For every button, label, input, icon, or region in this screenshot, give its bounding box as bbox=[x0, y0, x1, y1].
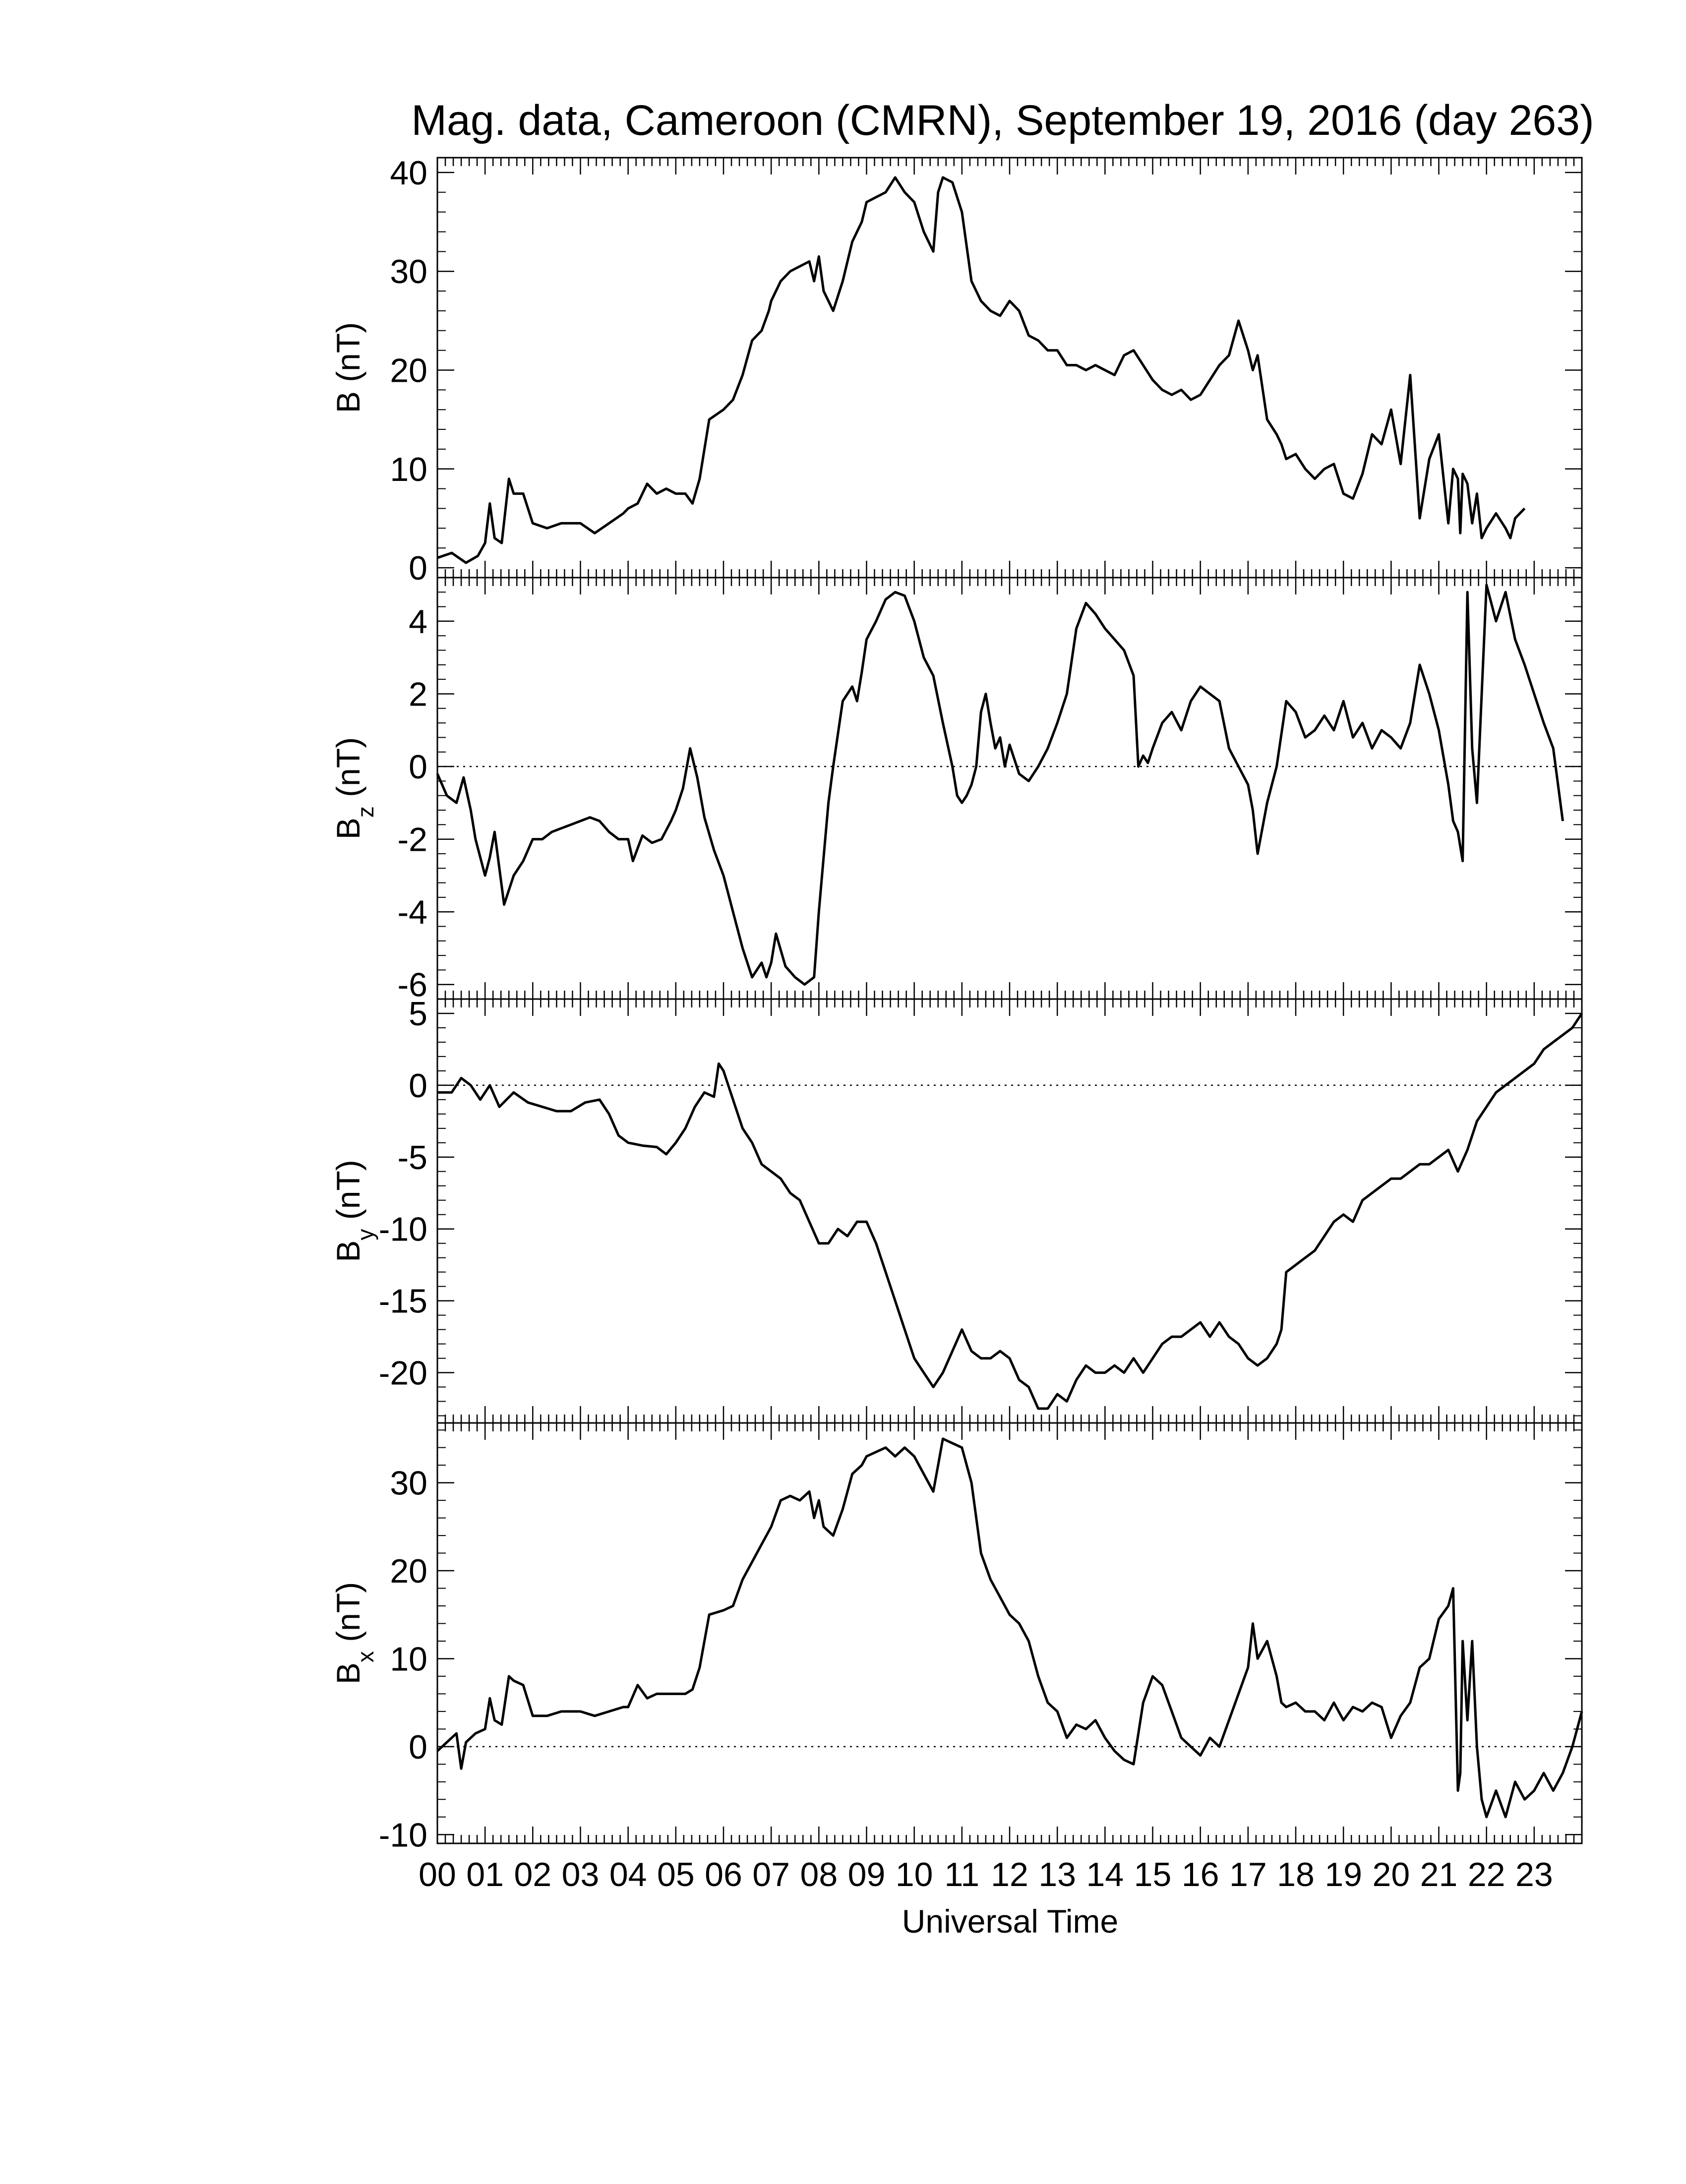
y-tick-label: -2 bbox=[398, 821, 427, 859]
y-tick-label: -5 bbox=[398, 1139, 427, 1177]
y-tick-label: -4 bbox=[398, 893, 427, 931]
chart-title: Mag. data, Cameroon (CMRN), September 19… bbox=[411, 97, 1594, 144]
series-line-bz bbox=[436, 584, 1564, 986]
x-tick-label: 07 bbox=[752, 1856, 790, 1893]
y-tick-label: 2 bbox=[409, 675, 427, 713]
panel-bx: -10 0 10 20 30 Bx (nT) bbox=[330, 1422, 1583, 1854]
panel-b: 0 10 20 30 40 B (nT) bbox=[330, 154, 1583, 587]
x-tick-label: 16 bbox=[1182, 1856, 1219, 1893]
x-tick-label: 04 bbox=[609, 1856, 647, 1893]
x-tick-label: 06 bbox=[705, 1856, 742, 1893]
x-tick-label: 10 bbox=[896, 1856, 933, 1893]
x-tick-label: 09 bbox=[848, 1856, 886, 1893]
x-tick-label: 05 bbox=[657, 1856, 695, 1893]
x-tick-label: 01 bbox=[466, 1856, 504, 1893]
x-tick-label: 11 bbox=[945, 1856, 980, 1893]
y-axis-title: Bx (nT) bbox=[330, 1582, 378, 1684]
x-tick-label: 18 bbox=[1277, 1856, 1315, 1893]
y-tick-label: -15 bbox=[379, 1283, 427, 1320]
y-tick-label: 0 bbox=[409, 748, 427, 786]
y-tick-label: 30 bbox=[390, 1465, 427, 1502]
x-tick-label: 00 bbox=[419, 1856, 456, 1893]
y-axis-title: Bz (nT) bbox=[330, 737, 378, 839]
x-tick-label: 19 bbox=[1325, 1856, 1362, 1893]
x-axis-label: Universal Time bbox=[902, 1903, 1118, 1940]
panel-bz: -6 -4 -2 0 2 4 Bz (nT) bbox=[330, 577, 1583, 1004]
series-line-b bbox=[437, 176, 1526, 564]
y-tick-label: 30 bbox=[390, 253, 427, 291]
y-tick-label: -10 bbox=[379, 1816, 427, 1854]
series-line-by bbox=[437, 1012, 1583, 1410]
x-tick-label: 13 bbox=[1038, 1856, 1076, 1893]
y-tick-label: -10 bbox=[379, 1211, 427, 1248]
y-tick-label: 5 bbox=[409, 995, 427, 1033]
x-tick-label: 15 bbox=[1134, 1856, 1172, 1893]
x-tick-label: 23 bbox=[1515, 1856, 1553, 1893]
x-tick-label: 21 bbox=[1420, 1856, 1458, 1893]
x-tick-label: 20 bbox=[1373, 1856, 1410, 1893]
y-tick-label: 0 bbox=[409, 1067, 427, 1105]
y-tick-label: -6 bbox=[398, 966, 427, 1004]
y-tick-label: 4 bbox=[409, 603, 427, 641]
y-tick-label: -20 bbox=[379, 1355, 427, 1392]
x-tick-label: 22 bbox=[1468, 1856, 1505, 1893]
y-tick-label: 20 bbox=[390, 1552, 427, 1590]
y-tick-label: 0 bbox=[409, 1728, 427, 1766]
panel-frame bbox=[436, 157, 1583, 579]
y-tick-label: 10 bbox=[390, 451, 427, 488]
y-tick-label: 10 bbox=[390, 1640, 427, 1678]
y-axis-title: By (nT) bbox=[330, 1160, 378, 1262]
x-tick-label: 14 bbox=[1086, 1856, 1124, 1893]
y-tick-label: 40 bbox=[390, 154, 427, 192]
x-tick-label: 08 bbox=[800, 1856, 838, 1893]
x-tick-label: 12 bbox=[991, 1856, 1028, 1893]
series-line-bx bbox=[436, 1437, 1583, 1819]
y-axis-title: B (nT) bbox=[330, 322, 366, 413]
y-tick-label: 20 bbox=[390, 352, 427, 389]
panel-frame bbox=[436, 1422, 1583, 1844]
x-tick-label: 02 bbox=[514, 1856, 552, 1893]
x-tick-label: 17 bbox=[1229, 1856, 1267, 1893]
panel-frame bbox=[436, 577, 1583, 1000]
x-tick-label: 03 bbox=[562, 1856, 600, 1893]
panel-by: -20 -15 -10 -5 0 5 By (nT) bbox=[330, 995, 1583, 1424]
y-tick-label: 0 bbox=[409, 549, 427, 587]
